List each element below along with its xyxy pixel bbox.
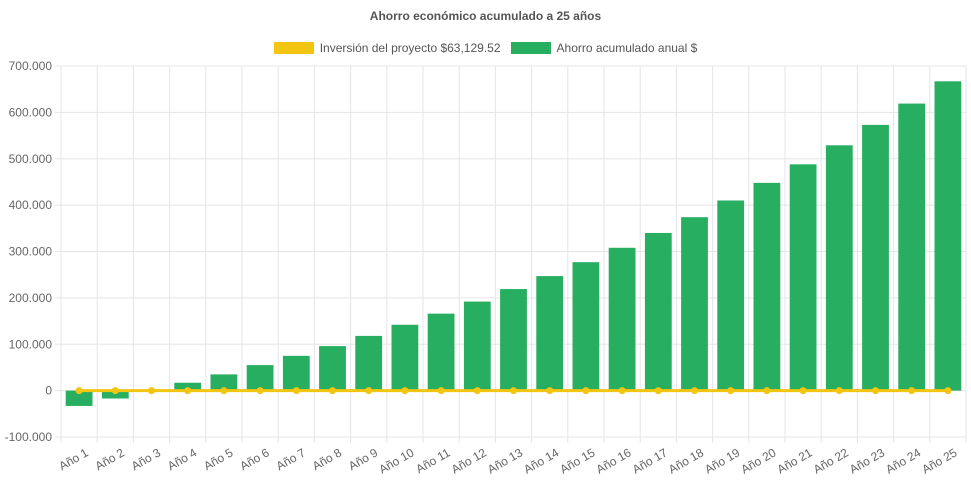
investment-point xyxy=(256,387,264,395)
chart-title: Ahorro económico acumulado a 25 años xyxy=(369,9,602,23)
x-tick-label: Año 12 xyxy=(449,445,489,476)
x-tick-label: Año 19 xyxy=(702,445,742,476)
x-tick-label: Año 8 xyxy=(310,445,344,473)
investment-point xyxy=(510,387,517,395)
bar xyxy=(282,355,310,391)
investment-point xyxy=(184,387,192,395)
bar xyxy=(65,390,93,406)
x-tick-label: Año 1 xyxy=(56,445,90,473)
bar xyxy=(391,324,419,391)
bar xyxy=(934,81,962,391)
bar xyxy=(210,374,238,391)
bar xyxy=(355,335,383,391)
bar xyxy=(681,217,708,391)
bar xyxy=(789,164,817,391)
investment-point xyxy=(582,387,590,395)
y-tick-label: 700.000 xyxy=(9,59,53,73)
x-tick-label: Año 5 xyxy=(201,445,235,473)
x-tick-label: Año 24 xyxy=(883,445,923,476)
y-tick-label: 300.000 xyxy=(9,245,53,259)
bar xyxy=(644,232,672,391)
legend-swatch-investment xyxy=(273,42,314,54)
legend-swatch-savings xyxy=(510,42,551,54)
y-tick-label: 0 xyxy=(45,384,52,398)
bar xyxy=(427,313,455,391)
investment-point xyxy=(763,387,771,395)
x-tick-label: Año 16 xyxy=(594,445,634,476)
bar xyxy=(246,365,274,391)
investment-point xyxy=(546,387,554,395)
legend-label-investment: Inversión del proyecto $63,129.52 xyxy=(319,41,501,55)
y-tick-label: -100.000 xyxy=(5,430,53,444)
bar xyxy=(500,289,527,391)
bar xyxy=(898,103,926,391)
x-tick-label: Año 21 xyxy=(775,445,815,476)
bar xyxy=(825,145,853,391)
x-tick-label: Año 7 xyxy=(274,445,308,473)
investment-point xyxy=(654,387,662,395)
investment-point xyxy=(908,387,916,395)
investment-point xyxy=(691,387,698,395)
y-tick-label: 500.000 xyxy=(9,152,53,166)
x-tick-label: Año 22 xyxy=(811,445,851,476)
y-tick-label: 600.000 xyxy=(9,105,53,119)
x-tick-label: Año 4 xyxy=(165,445,199,473)
investment-point xyxy=(618,387,626,395)
investment-point xyxy=(944,387,952,395)
investment-point xyxy=(111,387,119,395)
bar xyxy=(717,200,745,391)
legend-label-savings: Ahorro acumulado anual $ xyxy=(556,41,698,55)
investment-point xyxy=(799,387,807,395)
x-tick-label: Año 13 xyxy=(485,445,525,476)
x-tick-label: Año 17 xyxy=(630,445,670,476)
x-tick-label: Año 18 xyxy=(666,445,706,476)
investment-point xyxy=(437,387,445,395)
investment-point xyxy=(365,387,373,395)
x-tick-label: Año 14 xyxy=(521,445,561,476)
x-tick-label: Año 2 xyxy=(93,445,127,473)
x-tick-label: Año 6 xyxy=(237,445,271,473)
x-tick-label: Año 25 xyxy=(919,445,959,476)
x-tick-label: Año 11 xyxy=(413,445,452,476)
y-tick-label: 100.000 xyxy=(9,337,53,351)
bar xyxy=(608,247,636,391)
x-tick-label: Año 9 xyxy=(346,445,380,473)
x-tick-label: Año 15 xyxy=(557,445,597,476)
legend: Inversión del proyecto $63,129.52 Ahorro… xyxy=(0,41,971,55)
bar xyxy=(862,124,889,391)
investment-point xyxy=(872,387,879,395)
legend-item-investment[interactable]: Inversión del proyecto $63,129.52 xyxy=(273,41,501,55)
investment-point xyxy=(148,387,155,395)
bar xyxy=(572,262,600,391)
x-tick-label: Año 10 xyxy=(376,445,416,476)
investment-point xyxy=(292,387,300,395)
y-tick-label: 200.000 xyxy=(9,291,53,305)
bar xyxy=(174,382,202,391)
bar xyxy=(319,346,346,391)
investment-point xyxy=(75,387,83,395)
investment-point xyxy=(727,387,735,395)
investment-point xyxy=(401,387,409,395)
x-tick-label: Año 23 xyxy=(847,445,887,476)
investment-point xyxy=(473,387,481,395)
bar xyxy=(463,301,491,391)
investment-point xyxy=(835,387,843,395)
x-tick-label: Año 20 xyxy=(738,445,778,476)
x-tick-label: Año 3 xyxy=(129,445,163,473)
legend-item-savings[interactable]: Ahorro acumulado anual $ xyxy=(510,41,698,55)
y-tick-label: 400.000 xyxy=(9,198,53,212)
bar xyxy=(536,276,564,391)
bar xyxy=(101,390,129,399)
investment-point xyxy=(329,387,336,395)
investment-point xyxy=(220,387,228,395)
bar xyxy=(753,182,781,391)
